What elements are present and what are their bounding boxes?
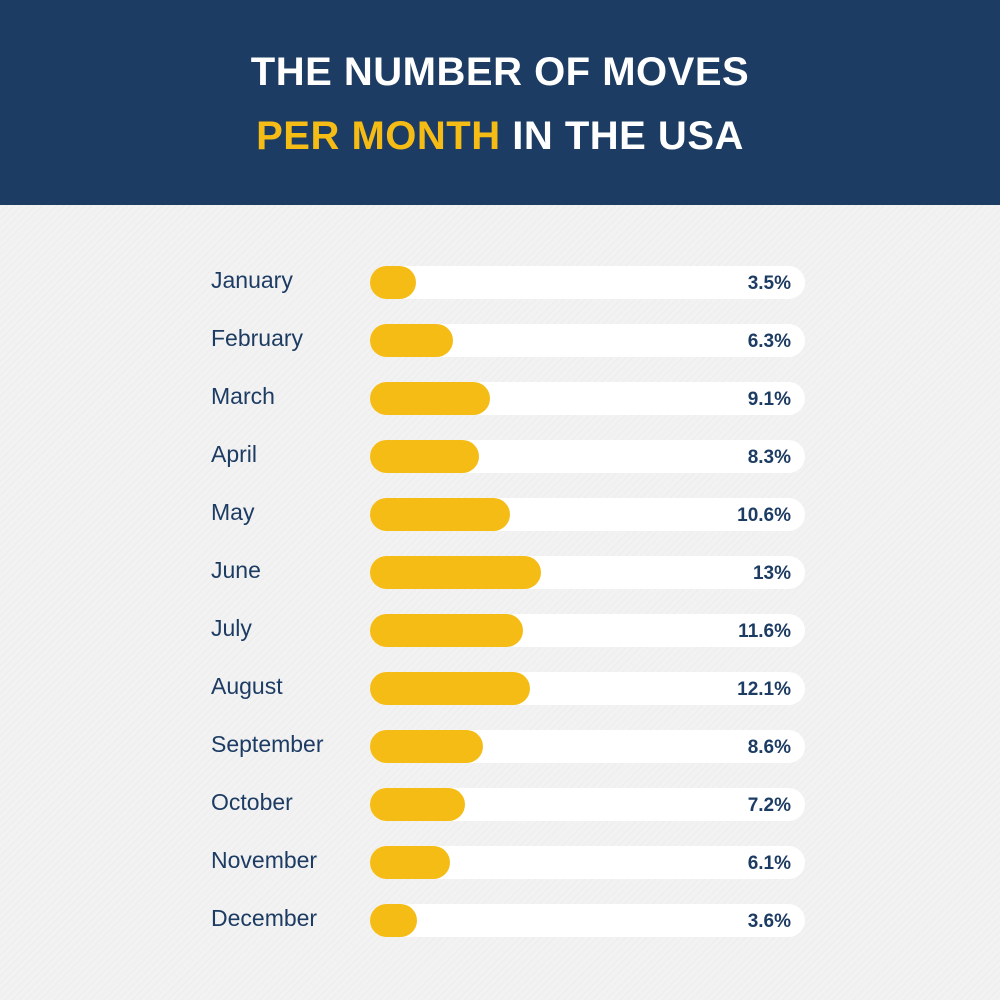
bar (370, 266, 417, 299)
bar-row: June 13% (0, 555, 1000, 589)
category-label: March (211, 383, 275, 409)
category-label: July (211, 615, 252, 641)
category-label: February (211, 325, 304, 351)
bar-row: August 12.1% (0, 671, 1000, 705)
bar-track: 8.6% (370, 730, 805, 763)
bar (370, 324, 454, 357)
header-banner: THE NUMBER OF MOVES PER MONTH IN THE USA (0, 0, 1000, 205)
bar-row: April 8.3% (0, 439, 1000, 473)
bar-row: January 3.5% (0, 265, 1000, 299)
data-label: 7.2% (747, 795, 791, 816)
bar-track: 3.5% (370, 266, 805, 299)
bar-track: 6.1% (370, 846, 805, 879)
bar-chart: January 3.5% February 6.3% March 9.1% April 8.3… (0, 205, 1000, 1000)
data-label: 3.5% (747, 273, 791, 294)
category-label: October (211, 789, 293, 815)
category-label: August (211, 673, 283, 699)
bar-track: 10.6% (370, 498, 805, 531)
category-label: December (211, 905, 318, 931)
bar (370, 904, 418, 937)
bar (370, 788, 465, 821)
bar-row: November 6.1% (0, 845, 1000, 879)
bar-track: 8.3% (370, 440, 805, 473)
data-label: 6.1% (747, 853, 791, 874)
category-label: January (211, 267, 293, 293)
category-label: September (211, 731, 324, 757)
category-label: June (211, 557, 261, 583)
data-label: 8.3% (747, 447, 791, 468)
data-label: 10.6% (737, 505, 791, 526)
bar-track: 12.1% (370, 672, 805, 705)
bar-row: March 9.1% (0, 381, 1000, 415)
bar-track: 9.1% (370, 382, 805, 415)
bar (370, 440, 480, 473)
data-label: 3.6% (747, 911, 791, 932)
bar (370, 846, 451, 879)
bar-row: October 7.2% (0, 787, 1000, 821)
bar-row: September 8.6% (0, 729, 1000, 763)
bar-track: 7.2% (370, 788, 805, 821)
data-label: 8.6% (747, 737, 791, 758)
bar-track: 13% (370, 556, 805, 589)
bar (370, 556, 542, 589)
chart-title-rest: IN THE USA (500, 114, 744, 158)
data-label: 13% (752, 563, 791, 584)
bar-row: February 6.3% (0, 323, 1000, 357)
data-label: 12.1% (737, 679, 791, 700)
category-label: April (211, 441, 258, 467)
bar (370, 498, 510, 531)
chart-title-line-2: PER MONTH IN THE USA (0, 116, 1000, 156)
bar-track: 6.3% (370, 324, 805, 357)
data-label: 6.3% (747, 331, 791, 352)
category-label: November (211, 847, 318, 873)
bar-row: December 3.6% (0, 903, 1000, 937)
bar (370, 382, 490, 415)
bar-row: July 11.6% (0, 613, 1000, 647)
chart-title-accent: PER MONTH (256, 114, 501, 158)
bar-row: May 10.6% (0, 497, 1000, 531)
data-label: 9.1% (747, 389, 791, 410)
data-label: 11.6% (738, 621, 791, 642)
chart-title-line-1: THE NUMBER OF MOVES (250, 50, 750, 94)
category-label: May (211, 499, 255, 525)
bar-track: 3.6% (370, 904, 805, 937)
bar-track: 11.6% (370, 614, 805, 647)
bar (370, 730, 484, 763)
bar (370, 672, 530, 705)
bar (370, 614, 523, 647)
